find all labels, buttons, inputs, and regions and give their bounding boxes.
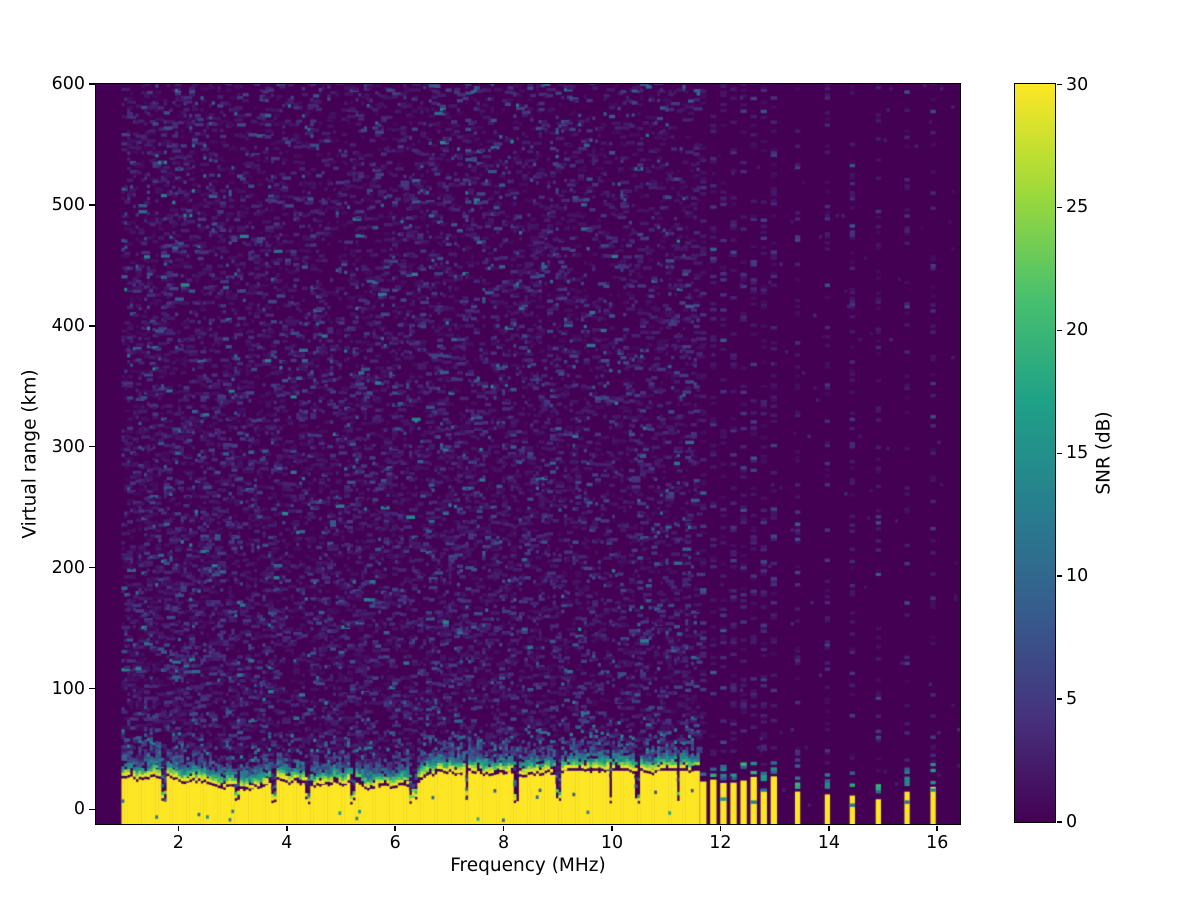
colorbar-tick-mark bbox=[1056, 206, 1062, 209]
colorbar-gradient bbox=[1014, 83, 1055, 822]
colorbar-tick-label: 5 bbox=[1066, 689, 1078, 710]
x-tick-label: 6 bbox=[389, 833, 401, 853]
x-tick-mark bbox=[286, 825, 288, 831]
x-tick-mark bbox=[394, 825, 396, 831]
colorbar-tick-label: 30 bbox=[1066, 74, 1089, 95]
colorbar-tick-label: 20 bbox=[1066, 320, 1089, 341]
x-tick-label: 8 bbox=[498, 833, 510, 853]
plot-area bbox=[94, 82, 961, 825]
x-tick-label: 4 bbox=[281, 833, 293, 853]
x-tick-mark bbox=[502, 825, 505, 831]
colorbar-tick-label: 10 bbox=[1066, 566, 1089, 587]
y-tick-label: 0 bbox=[73, 799, 85, 820]
y-tick-label: 600 bbox=[51, 74, 85, 94]
y-tick-mark bbox=[89, 445, 95, 448]
x-tick-mark bbox=[936, 825, 938, 831]
colorbar-tick-mark bbox=[1056, 575, 1062, 577]
x-tick-mark bbox=[611, 825, 613, 831]
colorbar-tick-mark bbox=[1056, 698, 1062, 700]
x-axis-label: Frequency (MHz) bbox=[450, 855, 606, 876]
colorbar-tick-mark bbox=[1056, 821, 1062, 823]
y-tick-label: 300 bbox=[51, 436, 85, 457]
x-tick-label: 14 bbox=[817, 833, 840, 853]
x-tick-label: 12 bbox=[709, 833, 732, 853]
ionogram-heatmap-canvas bbox=[95, 83, 960, 824]
y-tick-label: 400 bbox=[51, 315, 85, 336]
colorbar-tick-label: 15 bbox=[1066, 443, 1089, 464]
y-tick-mark bbox=[89, 204, 95, 206]
y-tick-mark bbox=[89, 566, 95, 569]
colorbar-tick-label: 25 bbox=[1066, 197, 1089, 218]
y-tick-mark bbox=[89, 808, 95, 811]
y-tick-label: 100 bbox=[51, 678, 85, 699]
y-tick-mark bbox=[89, 325, 95, 327]
colorbar bbox=[1013, 82, 1056, 823]
y-tick-label: 500 bbox=[51, 194, 85, 215]
x-tick-label: 10 bbox=[600, 833, 624, 853]
x-tick-mark bbox=[177, 825, 180, 831]
x-tick-mark bbox=[828, 825, 830, 831]
y-tick-label: 200 bbox=[51, 557, 85, 578]
colorbar-tick-mark bbox=[1056, 452, 1062, 454]
colorbar-tick-label: 0 bbox=[1066, 812, 1078, 832]
x-tick-label: 16 bbox=[926, 833, 949, 853]
y-tick-mark bbox=[89, 83, 95, 85]
x-tick-label: 2 bbox=[172, 833, 184, 853]
colorbar-tick-mark bbox=[1056, 329, 1062, 332]
y-tick-mark bbox=[89, 687, 95, 690]
x-tick-mark bbox=[719, 825, 722, 831]
colorbar-tick-mark bbox=[1056, 83, 1062, 86]
